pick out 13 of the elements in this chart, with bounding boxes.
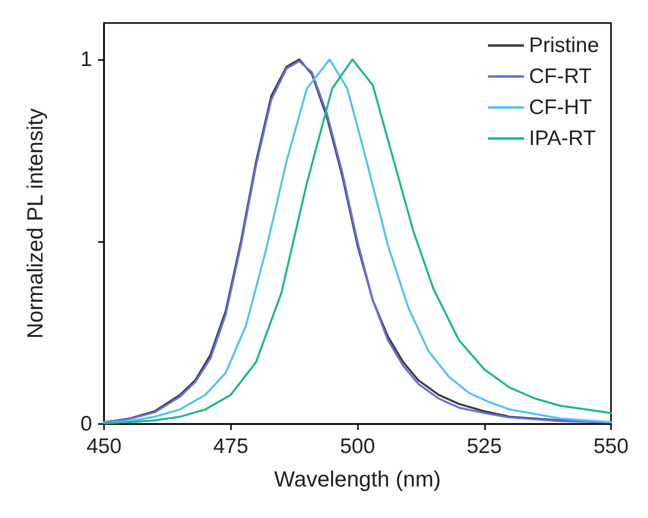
y-tick-label: 0 xyxy=(80,412,92,436)
legend-label: IPA-RT xyxy=(528,127,596,150)
legend-label: Pristine xyxy=(528,34,600,57)
legend-label: CF-HT xyxy=(528,96,592,119)
x-axis-title: Wavelength (nm) xyxy=(274,466,441,492)
legend-label: CF-RT xyxy=(528,65,592,88)
x-tick-label: 475 xyxy=(213,435,248,458)
x-tick-label: 550 xyxy=(593,435,629,458)
x-tick-label: 500 xyxy=(340,435,376,458)
y-axis-title: Normalized PL intensity xyxy=(22,108,48,339)
x-tick-label: 525 xyxy=(466,435,502,458)
y-tick-label: 1 xyxy=(80,48,92,71)
x-tick-label: 450 xyxy=(86,435,122,458)
